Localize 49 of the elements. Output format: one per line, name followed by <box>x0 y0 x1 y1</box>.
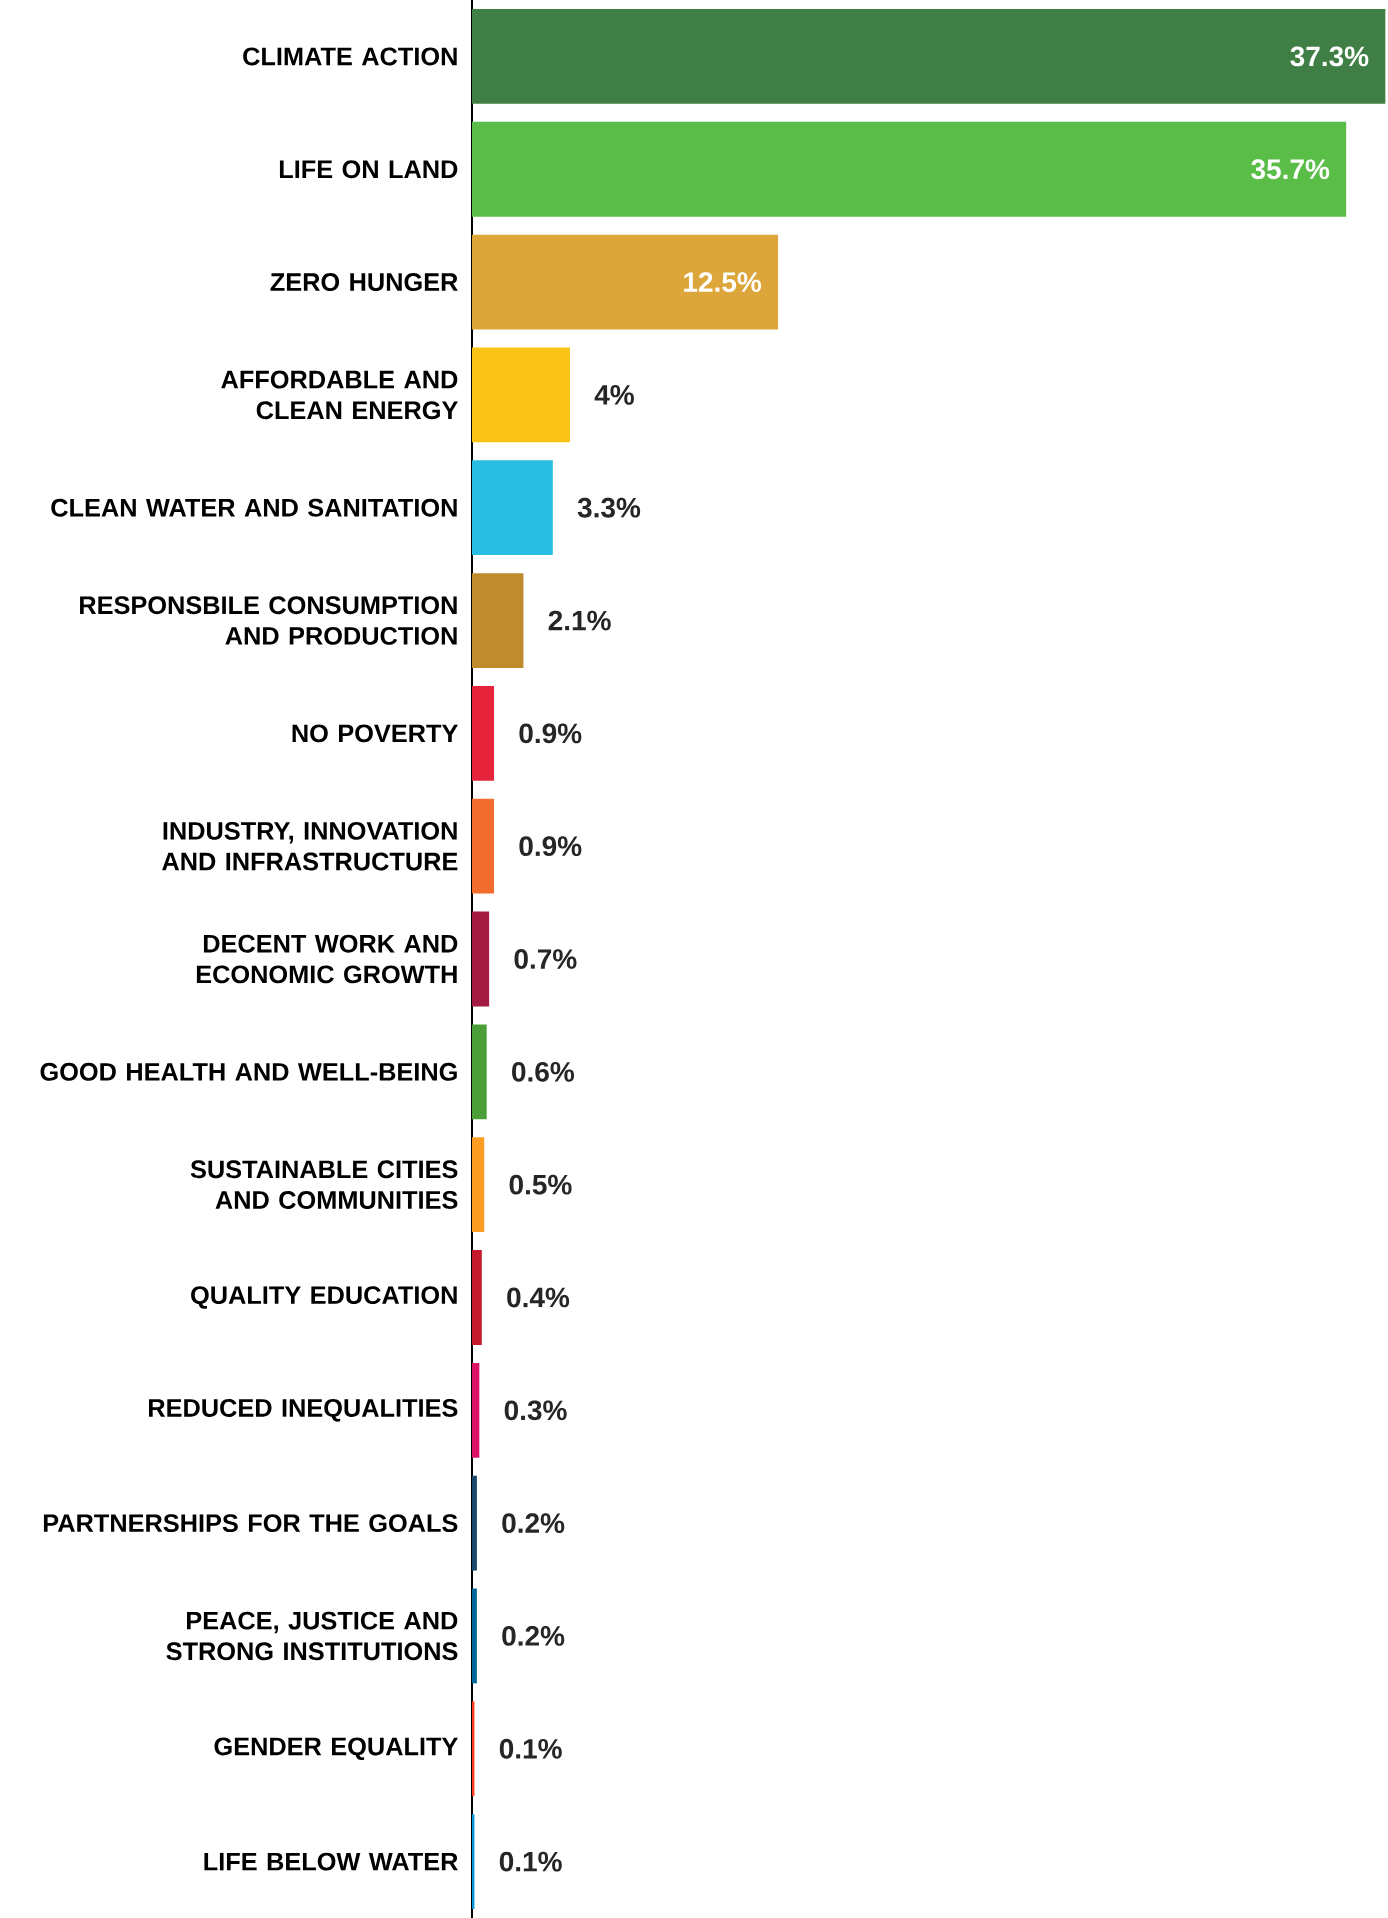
data-label: 4% <box>594 385 634 405</box>
y-tick-label: ZERO HUNGER <box>270 273 458 292</box>
bar <box>472 911 490 1007</box>
y-tick-label: GENDER EQUALITY <box>214 1737 458 1761</box>
y-tick-label: CLEAN WATER AND SANITATION <box>51 498 457 517</box>
y-tick-label: SUSTAINABLE CITIES AND COMMUNITIES <box>190 1160 458 1209</box>
bar <box>472 1250 482 1345</box>
y-tick-label: PARTNERSHIPS FOR THE GOALS <box>43 1514 458 1533</box>
data-label: 37.3% <box>1290 46 1369 67</box>
data-label: 0.9% <box>519 836 582 857</box>
y-tick-label: LIFE BELOW WATER <box>204 1852 458 1871</box>
data-label: 0.1% <box>499 1738 562 1759</box>
data-label: 0.7% <box>514 949 577 969</box>
y-tick-label: CLIMATE ACTION <box>243 47 457 66</box>
bar <box>472 1024 487 1120</box>
y-tick-label: AFFORDABLE AND CLEAN ENERGY <box>221 370 458 420</box>
y-tick-label: REDUCED INEQUALITIES <box>149 1398 458 1422</box>
data-label: 0.3% <box>504 1400 567 1421</box>
bar <box>472 9 1386 104</box>
bar <box>472 685 495 781</box>
y-tick-label: INDUSTRY, INNOVATION AND INFRASTRUCTURE <box>162 821 458 871</box>
data-label: 0.1% <box>499 1851 562 1872</box>
bar <box>472 121 1347 217</box>
bar <box>472 1137 485 1233</box>
y-tick-label: DECENT WORK AND ECONOMIC GROWTH <box>196 934 458 984</box>
data-label: 2.1% <box>548 610 611 631</box>
y-tick-label: QUALITY EDUCATION <box>191 1286 457 1309</box>
data-label: 3.3% <box>577 497 641 518</box>
y-tick-label: PEACE, JUSTICE AND STRONG INSTITUTIONS <box>166 1611 458 1661</box>
data-label: 0.9% <box>519 723 582 744</box>
data-label: 0.5% <box>509 1174 572 1195</box>
bar <box>472 573 524 668</box>
bar <box>472 798 495 894</box>
bar <box>472 1362 480 1458</box>
bar <box>472 234 779 330</box>
bar <box>472 1475 477 1571</box>
bar <box>472 460 553 556</box>
data-label: 0.4% <box>507 1287 570 1308</box>
bar <box>472 347 570 443</box>
data-label: 12.5% <box>684 272 762 292</box>
y-tick-label: RESPONSBILE CONSUMPTION AND PRODUCTION <box>80 596 457 645</box>
y-tick-label: LIFE ON LAND <box>279 160 458 179</box>
data-label: 0.2% <box>502 1626 565 1646</box>
data-label: 35.7% <box>1251 159 1330 180</box>
y-tick-label: GOOD HEALTH AND WELL-BEING <box>40 1062 457 1081</box>
bar <box>472 1588 477 1684</box>
data-label: 0.6% <box>512 1061 575 1082</box>
data-label: 0.2% <box>502 1513 565 1534</box>
y-tick-label: NO POVERTY <box>292 724 458 743</box>
